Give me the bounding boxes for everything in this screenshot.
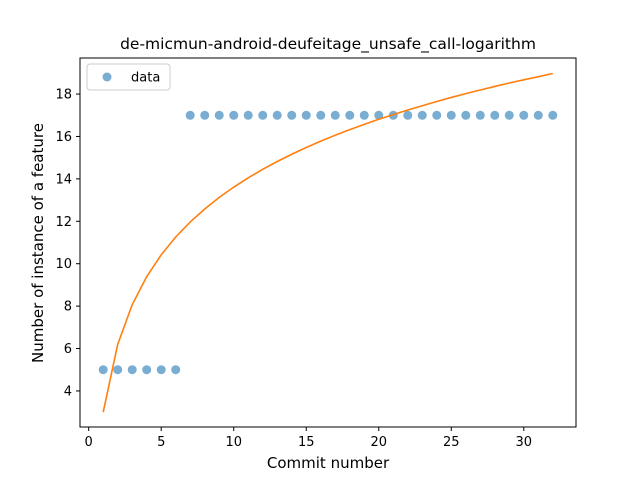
data-point (475, 110, 485, 120)
y-tick-label: 4 (64, 384, 72, 399)
data-point (461, 110, 471, 120)
data-point (171, 365, 181, 375)
data-point (490, 110, 500, 120)
x-tick-label: 5 (157, 435, 165, 450)
data-point (417, 110, 427, 120)
data-point (113, 365, 123, 375)
data-point (156, 365, 166, 375)
data-point (258, 110, 268, 120)
data-point (403, 110, 413, 120)
data-point (359, 110, 369, 120)
data-point (548, 110, 558, 120)
data-point (142, 365, 152, 375)
legend: data (86, 63, 171, 91)
data-point (214, 110, 224, 120)
data-point (287, 110, 297, 120)
data-point (446, 110, 456, 120)
data-point (345, 110, 355, 120)
x-tick-label: 25 (443, 435, 460, 450)
legend-label-data: data (131, 71, 160, 86)
x-tick-label: 30 (516, 435, 533, 450)
y-tick-label: 6 (64, 342, 72, 357)
data-point (229, 110, 239, 120)
legend-marker-data (102, 72, 112, 82)
x-axis-ticks: 0 5 10 15 20 25 30 (85, 427, 533, 450)
data-point (243, 110, 253, 120)
x-tick-label: 15 (298, 435, 315, 450)
data-point (98, 365, 108, 375)
y-tick-label: 8 (64, 300, 72, 315)
data-point (504, 110, 514, 120)
y-tick-label: 10 (55, 257, 72, 272)
x-axis-label: Commit number (267, 454, 390, 472)
x-tick-label: 0 (85, 435, 93, 450)
legend-box (86, 63, 171, 91)
data-point (127, 365, 137, 375)
data-point (432, 110, 442, 120)
data-point (301, 110, 311, 120)
data-point (330, 110, 340, 120)
data-point (316, 110, 326, 120)
data-point (272, 110, 282, 120)
y-tick-label: 12 (55, 215, 72, 230)
data-point (200, 110, 210, 120)
x-tick-label: 10 (225, 435, 242, 450)
chart-title: de-micmun-android-deufeitage_unsafe_call… (120, 35, 536, 54)
y-axis-ticks: 4 6 8 10 12 14 16 18 (55, 88, 80, 399)
fit-line (102, 72, 553, 413)
data-point (374, 110, 384, 120)
y-tick-label: 18 (55, 88, 72, 103)
plot-frame (79, 57, 577, 428)
y-axis-label: Number of instance of a feature (29, 123, 47, 363)
data-point (185, 110, 195, 120)
x-tick-label: 20 (370, 435, 387, 450)
data-point (533, 110, 543, 120)
y-tick-label: 16 (55, 130, 72, 145)
data-point (519, 110, 529, 120)
y-tick-label: 14 (55, 172, 72, 187)
plot-area (98, 72, 558, 413)
